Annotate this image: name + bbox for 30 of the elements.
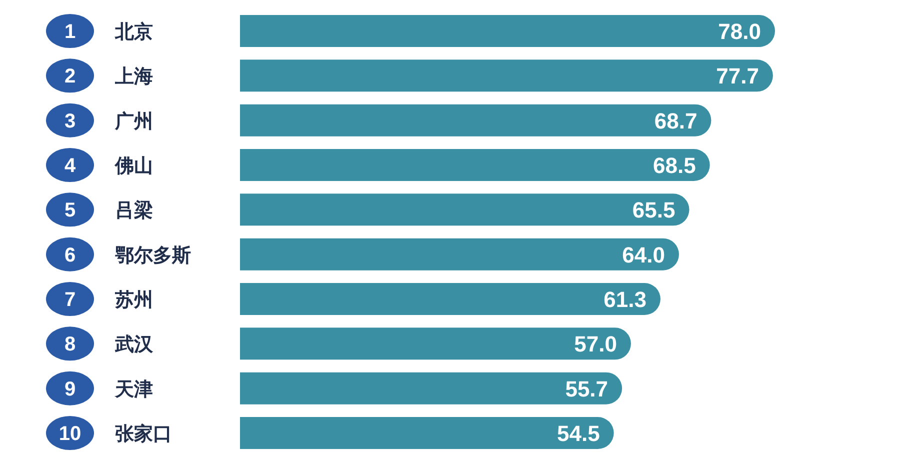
text: 3 [64, 110, 76, 132]
y-tick-label: 武汉 [114, 334, 154, 356]
text: 10 [58, 423, 82, 445]
y-tick-label: 天津 [114, 378, 153, 400]
data-label: 55.7 [565, 376, 608, 402]
data-label: 68.7 [654, 108, 698, 134]
y-tick-label: 苏州 [114, 289, 153, 311]
data-label: 65.5 [632, 198, 676, 223]
y-tick-label: 北京 [114, 21, 153, 43]
text: 4 [64, 155, 76, 177]
data-label: 64.0 [622, 242, 665, 268]
text: 8 [64, 334, 76, 356]
data-label: 54.5 [556, 421, 600, 446]
data-label: 68.5 [653, 153, 696, 178]
data-label: 77.7 [716, 64, 759, 89]
text: 7 [64, 289, 76, 311]
y-tick-label: 上海 [114, 66, 153, 88]
text: 6 [64, 244, 76, 266]
y-tick-label: 张家口 [115, 423, 172, 445]
text: 5 [64, 200, 76, 222]
data-label: 78.0 [718, 19, 761, 44]
y-tick-label: 鄂尔多斯 [115, 244, 191, 266]
y-tick-label: 吕梁 [115, 200, 153, 222]
text: 2 [64, 66, 76, 88]
text: 1 [64, 21, 76, 43]
data-label: 61.3 [604, 287, 646, 312]
data-label: 57.0 [574, 332, 617, 357]
text: 9 [64, 378, 76, 400]
y-tick-label: 佛山 [114, 155, 153, 177]
y-tick-label: 广州 [114, 110, 153, 132]
